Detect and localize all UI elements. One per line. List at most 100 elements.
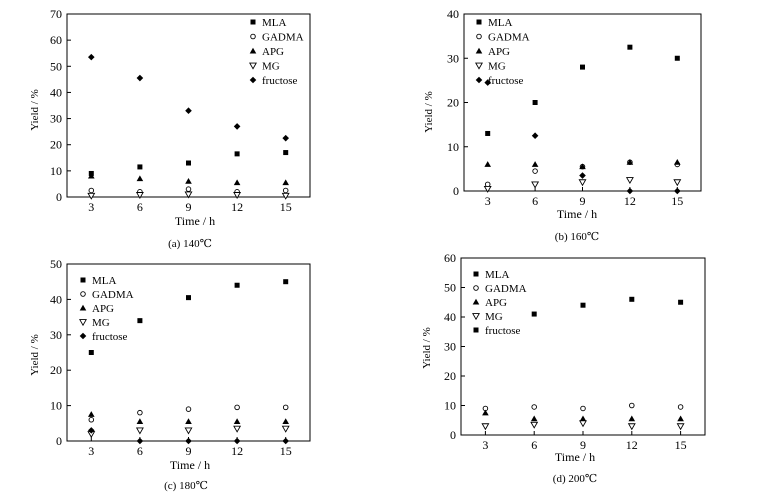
data-point-fructose — [185, 107, 192, 115]
x-tick-label: 12 — [624, 194, 636, 208]
data-point-apg — [88, 172, 95, 179]
legend-marker-fructose — [473, 327, 479, 333]
y-tick-label: 0 — [56, 190, 62, 204]
x-axis-label: Time / h — [175, 214, 215, 228]
data-point-mg — [135, 192, 144, 200]
x-axis-label: Time / h — [555, 450, 595, 464]
data-point-apg — [185, 178, 192, 184]
legend-marker-fructose — [249, 76, 257, 84]
data-point-mla — [629, 296, 635, 302]
data-point-gadma — [88, 417, 95, 423]
legend-marker-mla — [80, 277, 86, 283]
legend-label-mg: MG — [262, 61, 280, 73]
y-tick-label: 0 — [56, 434, 62, 448]
legend-label-fructose: fructose — [485, 325, 521, 337]
data-point-mg — [481, 423, 490, 431]
data-point-mla — [234, 282, 240, 288]
legend-marker-fructose — [475, 76, 483, 84]
chart-panel-d: Yield / % Time / h (d) 200℃ 0 10 20 30 40 50 6… — [421, 251, 706, 485]
x-tick-label: 9 — [186, 200, 192, 214]
data-point-mg — [676, 423, 685, 431]
y-tick-label: 30 — [447, 51, 459, 65]
data-point-fructose — [233, 123, 241, 130]
chart-panel-c: Yield / % Time / h (c) 180℃ 0 10 20 30 40 50 3… — [29, 257, 311, 492]
data-point-mla — [137, 318, 143, 324]
legend-label-mg: MG — [488, 61, 506, 73]
y-tick-label: 60 — [444, 251, 456, 265]
x-tick-label: 12 — [231, 444, 243, 458]
legend-marker-apg — [249, 47, 257, 54]
data-point-apg — [185, 418, 192, 425]
y-tick-label: 0 — [453, 184, 459, 198]
data-point-apg — [626, 158, 634, 165]
y-tick-label: 50 — [50, 59, 62, 73]
x-tick-label: 3 — [482, 438, 488, 452]
data-point-mg — [627, 423, 636, 431]
legend-marker-gadma — [476, 33, 482, 40]
legend-label-apg: APG — [488, 46, 510, 58]
data-point-mla — [532, 100, 538, 105]
y-tick-label: 30 — [50, 112, 62, 126]
legend-marker-mg — [249, 62, 257, 70]
x-tick-label: 6 — [531, 438, 537, 452]
y-axis-label: Yield / % — [29, 334, 41, 376]
data-point-mg — [531, 181, 540, 189]
data-point-mg — [135, 427, 144, 435]
data-point-mg — [530, 421, 539, 429]
panel-caption: (a) 140℃ — [168, 238, 212, 250]
data-point-fructose — [484, 79, 491, 86]
x-tick-label: 15 — [671, 194, 683, 208]
x-tick-label: 3 — [88, 200, 94, 214]
legend-label-gadma: GADMA — [92, 289, 134, 301]
data-point-apg — [531, 161, 539, 167]
y-tick-label: 20 — [444, 369, 456, 383]
y-tick-label: 10 — [50, 399, 62, 413]
data-point-mla — [627, 44, 633, 50]
y-tick-label: 30 — [444, 340, 456, 354]
data-point-apg — [579, 415, 587, 422]
legend-label-gadma: GADMA — [262, 32, 304, 44]
data-point-mla — [186, 295, 191, 301]
legend-marker-mla — [473, 271, 479, 277]
panel-caption: (b) 160℃ — [555, 231, 599, 243]
legend-marker-mla — [476, 19, 482, 25]
legend-label-mla: MLA — [488, 17, 513, 29]
data-point-mg — [673, 179, 682, 187]
x-tick-label: 9 — [580, 438, 586, 452]
data-point-apg — [282, 418, 289, 425]
y-axis-label: Yield / % — [421, 327, 433, 369]
legend-label-fructose: fructose — [488, 75, 524, 87]
data-point-apg — [233, 179, 241, 186]
data-point-fructose — [282, 134, 289, 142]
data-point-mla — [283, 279, 289, 285]
x-axis-label: Time / h — [557, 207, 597, 221]
x-tick-label: 12 — [231, 200, 243, 214]
chart-panel-a: Yield / % Time / h (a) 140℃ 0 10 20 30 40 50 6… — [29, 7, 311, 250]
data-point-apg — [136, 418, 144, 425]
data-point-gadma — [532, 168, 538, 174]
data-point-apg — [136, 175, 144, 182]
x-tick-label: 12 — [626, 438, 638, 452]
y-tick-label: 50 — [444, 281, 456, 295]
data-point-mla — [485, 130, 491, 136]
x-tick-label: 3 — [88, 444, 94, 458]
data-point-fructose — [233, 437, 241, 445]
x-tick-label: 15 — [280, 200, 292, 214]
data-point-apg — [674, 158, 681, 165]
y-tick-label: 10 — [50, 164, 62, 178]
legend-label-mg: MG — [485, 311, 503, 323]
data-point-apg — [579, 163, 586, 170]
x-tick-label: 3 — [485, 194, 491, 208]
data-point-fructose — [282, 437, 289, 445]
data-point-gadma — [234, 404, 240, 411]
data-point-fructose — [579, 172, 586, 179]
data-point-gadma — [282, 187, 289, 194]
data-point-mg — [87, 192, 96, 200]
y-tick-label: 40 — [50, 85, 62, 99]
y-tick-label: 70 — [50, 7, 62, 21]
data-point-mg — [281, 425, 290, 433]
data-point-mg — [578, 179, 587, 187]
legend-marker-mg — [475, 62, 483, 70]
legend-marker-apg — [79, 304, 87, 311]
x-axis-label: Time / h — [170, 458, 210, 472]
